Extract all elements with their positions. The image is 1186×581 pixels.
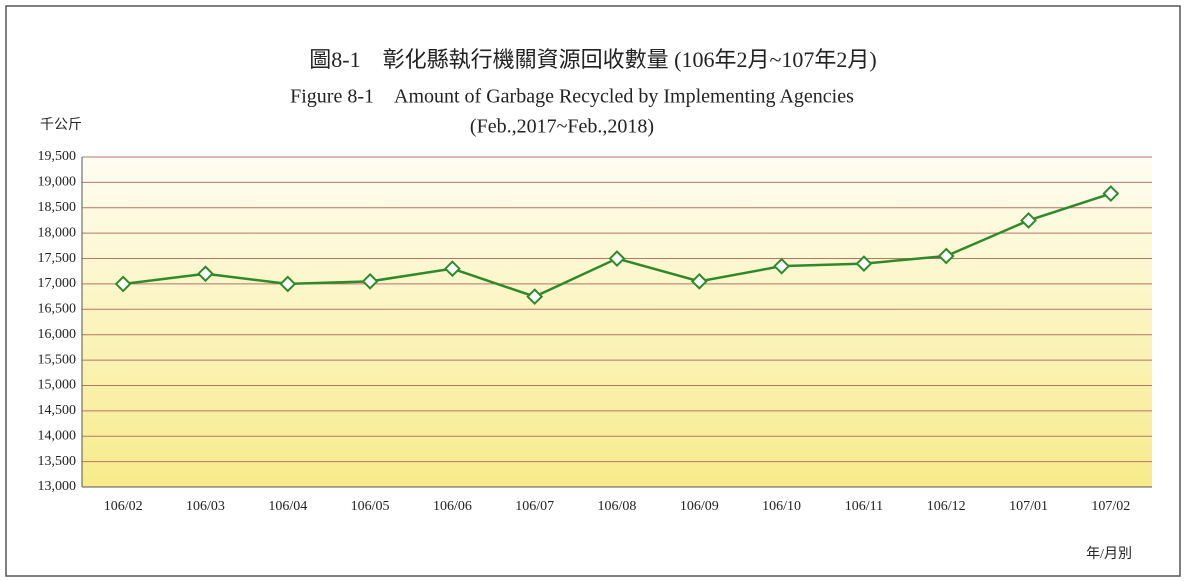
chart-subtitle: (Feb.,2017~Feb.,2018) [470, 116, 654, 138]
x-tick-label: 106/07 [515, 499, 554, 514]
x-tick-label: 106/03 [186, 499, 225, 514]
marker [114, 275, 132, 293]
chart-subtitle: Figure 8-1 Amount of Garbage Recycled by… [290, 86, 854, 108]
y-tick-label: 19,000 [38, 175, 77, 190]
marker [197, 265, 214, 283]
y-tick-label: 13,500 [38, 454, 77, 469]
y-tick-label: 18,500 [38, 200, 77, 215]
x-tick-label: 106/04 [268, 499, 307, 514]
marker [1020, 212, 1037, 229]
y-tick-label: 14,000 [38, 428, 77, 443]
chart-title: 圖8-1 彰化縣執行機關資源回收數量 (106年2月~107年2月) [309, 47, 876, 72]
x-tick-label: 106/11 [845, 499, 883, 514]
marker [279, 275, 297, 293]
marker [773, 257, 791, 275]
y-tick-label: 19,500 [38, 149, 77, 164]
y-tick-label: 13,000 [38, 479, 77, 494]
y-tick-label: 15,500 [38, 352, 77, 367]
x-tick-label: 107/01 [1009, 499, 1048, 514]
plot-area [82, 157, 1152, 487]
y-tick-label: 17,000 [38, 276, 77, 291]
y-tick-label: 18,000 [38, 225, 77, 240]
marker [690, 272, 708, 290]
x-tick-label: 106/12 [927, 499, 966, 514]
x-tick-label: 107/02 [1091, 499, 1130, 514]
marker [1102, 185, 1120, 202]
x-tick-label: 106/05 [351, 499, 390, 514]
x-tick-label: 106/02 [104, 499, 143, 514]
y-tick-label: 16,500 [38, 302, 77, 317]
x-axis-label: 年/月別 [1086, 546, 1132, 562]
x-tick-label: 106/06 [433, 499, 472, 514]
marker [937, 247, 955, 265]
y-tick-label: 14,500 [38, 403, 77, 418]
marker [526, 288, 544, 306]
y-tick-label: 17,500 [38, 251, 77, 266]
marker [608, 250, 626, 267]
marker [855, 255, 873, 273]
y-tick-label: 16,000 [38, 327, 77, 342]
marker [443, 260, 461, 278]
y-axis-label: 千公斤 [40, 117, 82, 133]
marker [361, 272, 379, 290]
x-tick-label: 106/10 [762, 499, 801, 514]
x-tick-label: 106/09 [680, 499, 719, 514]
x-tick-label: 106/08 [598, 499, 637, 514]
y-tick-label: 15,000 [38, 378, 77, 393]
